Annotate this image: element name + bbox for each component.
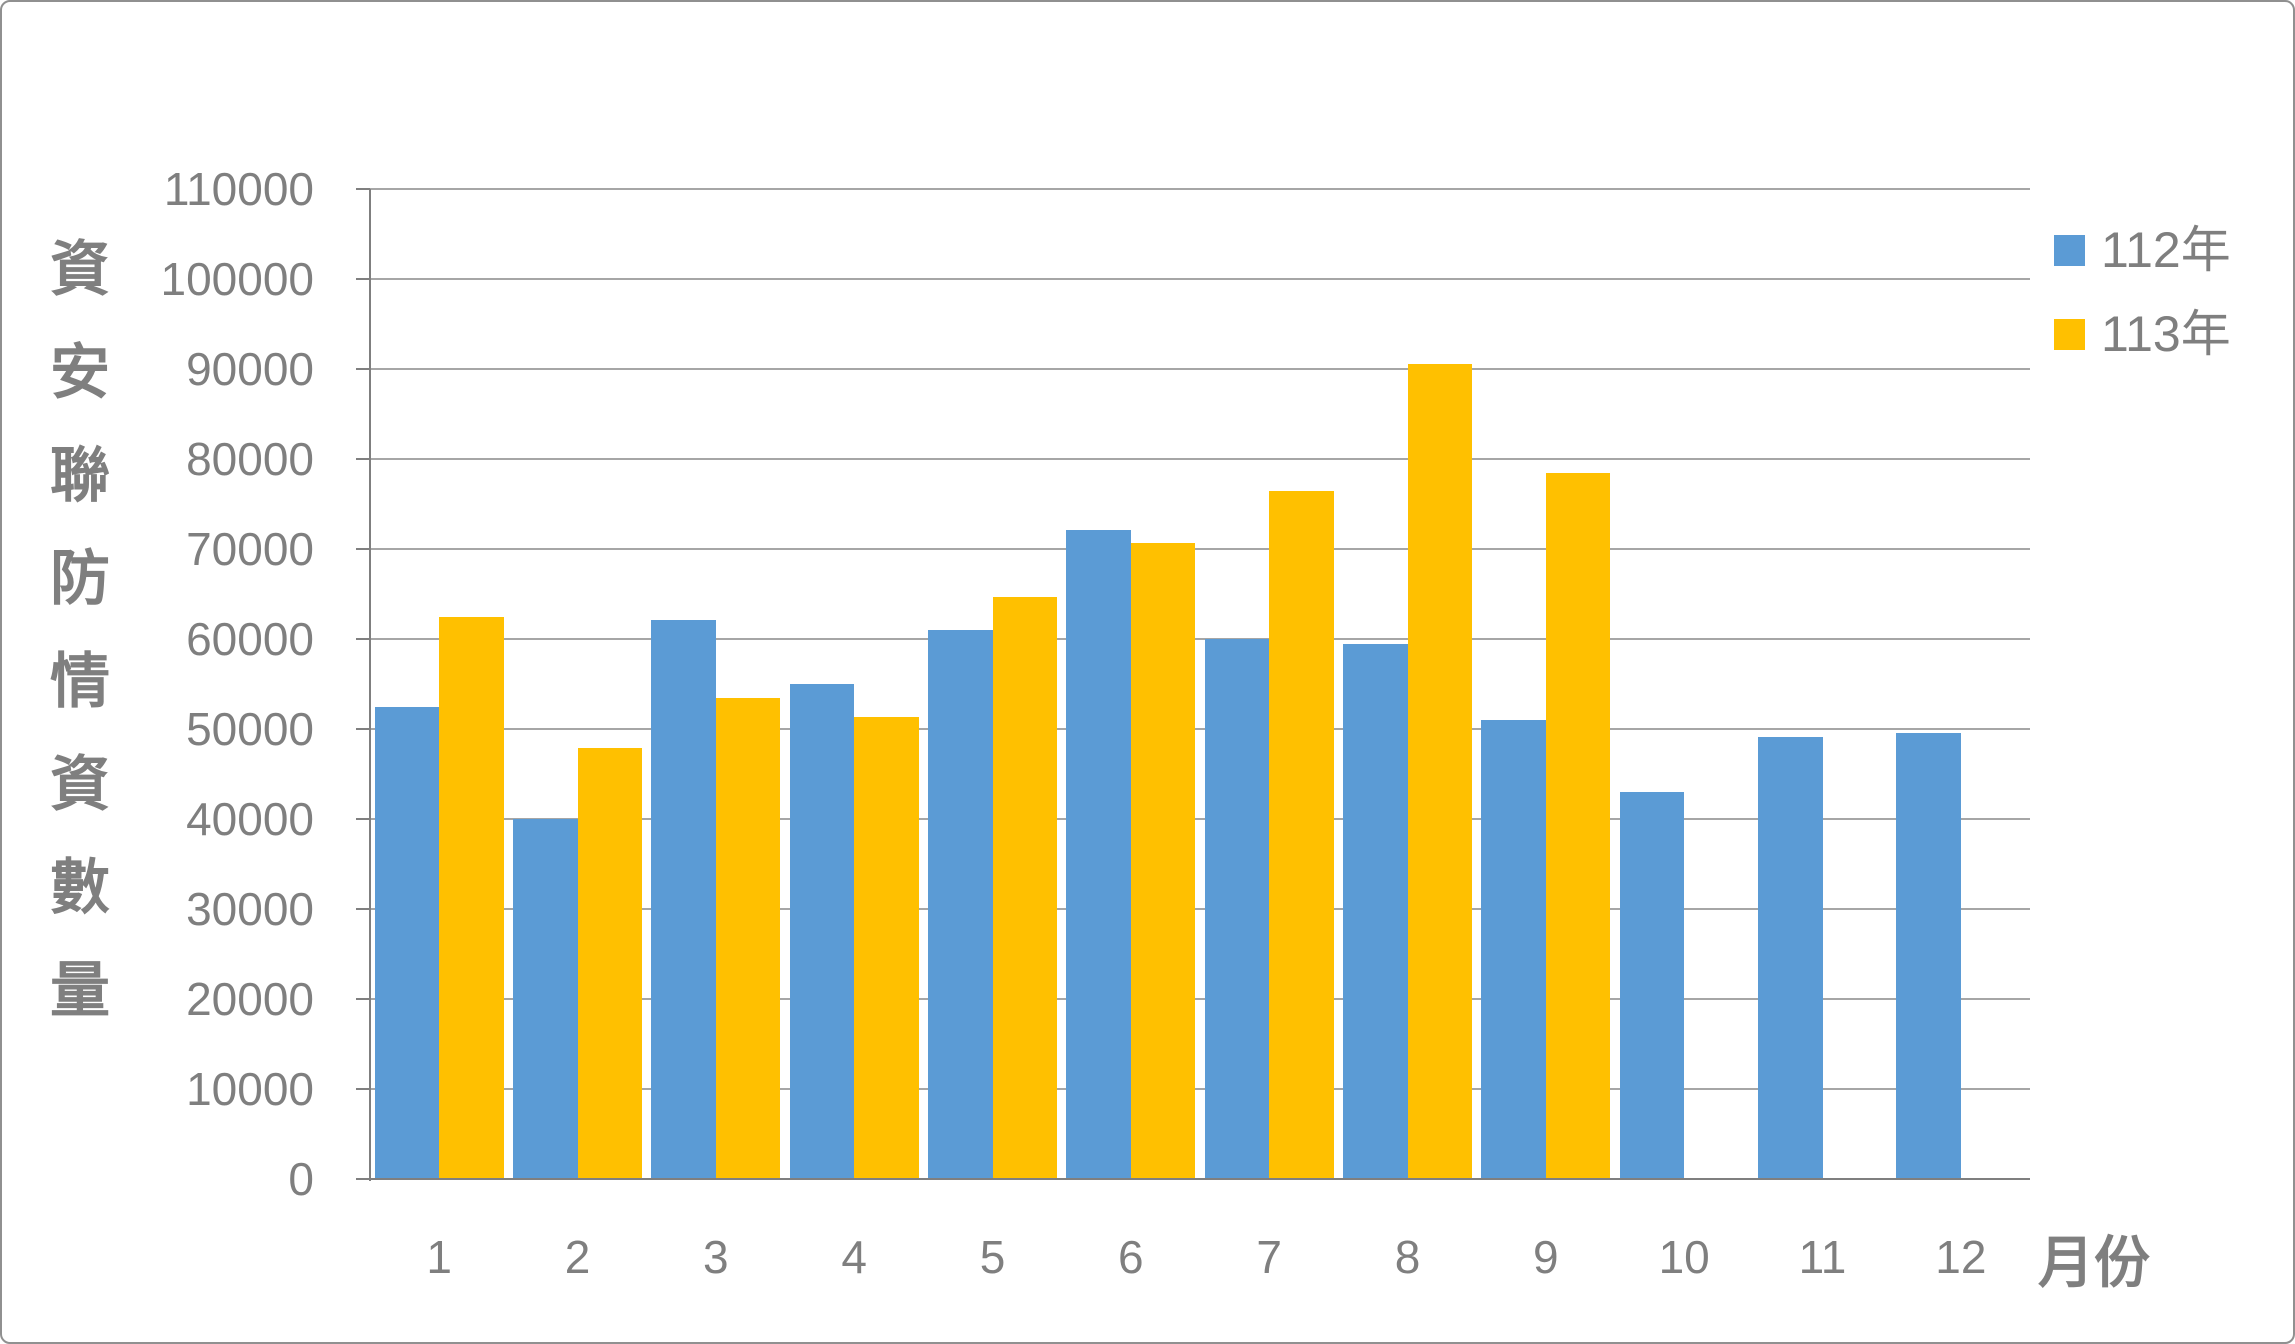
x-tick-label-month-6: 6 xyxy=(1118,1231,1144,1283)
y-axis-tick xyxy=(356,1088,370,1090)
bar-series1-month-8 xyxy=(1343,644,1408,1179)
y-axis-title-char: 資 xyxy=(50,236,110,303)
bar-series1-month-10 xyxy=(1619,792,1685,1179)
gridline-50000 xyxy=(370,728,2030,730)
y-axis-tick xyxy=(356,458,370,460)
y-axis-tick xyxy=(356,908,370,910)
bar-series1-month-4 xyxy=(789,684,855,1179)
bar-series2-month-2 xyxy=(577,747,642,1179)
bar-series2-month-3 xyxy=(715,698,781,1179)
gridline-80000 xyxy=(370,458,2030,460)
bar-series1-month-12 xyxy=(1896,732,1961,1179)
x-tick-label-month-3: 3 xyxy=(703,1231,729,1283)
bar-series1-month-5 xyxy=(928,630,993,1179)
y-axis-tick xyxy=(356,818,370,820)
bar-series2-month-8 xyxy=(1407,363,1472,1179)
y-axis-title-char: 聯 xyxy=(50,442,110,509)
legend-swatch-icon xyxy=(2054,318,2085,350)
y-tick-label: 60000 xyxy=(186,613,314,665)
y-tick-label: 30000 xyxy=(186,883,314,935)
bar-series1-month-9 xyxy=(1481,720,1546,1179)
gridline-100000 xyxy=(370,278,2030,280)
y-tick-label: 70000 xyxy=(186,523,314,575)
y-tick-label: 100000 xyxy=(160,253,315,305)
bar-series2-month-6 xyxy=(1130,542,1196,1179)
y-axis-tick xyxy=(356,998,370,1000)
gridline-70000 xyxy=(370,548,2030,550)
y-axis-title: 資安聯防情資數量 xyxy=(45,218,115,1042)
bar-series1-month-1 xyxy=(374,707,440,1179)
x-tick-label-month-5: 5 xyxy=(979,1231,1006,1283)
gridline-10000 xyxy=(370,1088,2030,1090)
legend-swatch-icon xyxy=(2054,234,2085,266)
gridline-90000 xyxy=(370,368,2030,370)
x-tick-label-month-12: 12 xyxy=(1935,1231,1987,1283)
y-axis-title-char: 數 xyxy=(50,854,110,921)
bar-series1-month-11 xyxy=(1758,737,1823,1179)
bar-series2-month-4 xyxy=(854,717,919,1179)
legend-item-112年: 112年 xyxy=(2054,225,2231,275)
bar-series1-month-3 xyxy=(651,620,716,1179)
legend: 112年 113年 xyxy=(2054,225,2231,397)
legend-label: 113年 xyxy=(2101,306,2231,362)
y-tick-label: 110000 xyxy=(163,163,314,215)
y-axis-tick xyxy=(356,638,370,640)
x-tick-label-month-10: 10 xyxy=(1658,1231,1710,1283)
y-tick-label: 20000 xyxy=(186,973,314,1025)
legend-label: 112年 xyxy=(2101,222,2231,278)
x-tick-label-month-9: 9 xyxy=(1533,1231,1559,1283)
x-axis-line xyxy=(370,1178,2030,1180)
y-axis-line xyxy=(369,189,371,1181)
bar-series1-month-2 xyxy=(513,819,578,1179)
y-tick-label: 0 xyxy=(288,1153,314,1205)
bar-series2-month-1 xyxy=(439,617,504,1179)
y-axis-tick xyxy=(356,188,370,190)
bar-series1-month-7 xyxy=(1204,639,1270,1179)
x-tick-label-month-7: 7 xyxy=(1256,1231,1282,1283)
x-tick-label-month-1: 1 xyxy=(426,1231,452,1283)
bar-series2-month-7 xyxy=(1269,491,1334,1179)
y-axis-tick xyxy=(356,548,370,550)
gridline-60000 xyxy=(370,638,2030,640)
legend-item-113年: 113年 xyxy=(2054,309,2231,359)
gridline-20000 xyxy=(370,998,2030,1000)
y-axis-title-char: 安 xyxy=(50,339,110,406)
y-axis-title-char: 防 xyxy=(50,545,110,612)
x-axis-title: 月份 xyxy=(2038,1231,2150,1294)
x-tick-label-month-8: 8 xyxy=(1394,1231,1421,1283)
y-axis-title-char: 情 xyxy=(50,648,110,715)
y-axis-title-char: 資 xyxy=(50,751,110,818)
gridline-40000 xyxy=(370,818,2030,820)
x-tick-label-month-11: 11 xyxy=(1798,1231,1847,1283)
bar-series2-month-9 xyxy=(1545,473,1611,1179)
y-tick-label: 10000 xyxy=(186,1063,314,1115)
y-tick-label: 50000 xyxy=(186,703,314,755)
y-tick-label: 80000 xyxy=(186,433,314,485)
bar-series2-month-5 xyxy=(992,596,1057,1179)
y-axis-tick xyxy=(356,1178,370,1180)
x-tick-label-month-4: 4 xyxy=(841,1231,867,1283)
x-tick-label-month-2: 2 xyxy=(564,1231,591,1283)
bar-series1-month-6 xyxy=(1066,530,1131,1179)
gridline-110000 xyxy=(370,188,2030,190)
y-axis-tick xyxy=(356,728,370,730)
y-tick-label: 40000 xyxy=(186,793,314,845)
gridline-30000 xyxy=(370,908,2030,910)
y-axis-title-char: 量 xyxy=(50,957,110,1024)
y-tick-label: 90000 xyxy=(186,343,314,395)
y-axis-tick xyxy=(356,278,370,280)
y-axis-tick xyxy=(356,368,370,370)
